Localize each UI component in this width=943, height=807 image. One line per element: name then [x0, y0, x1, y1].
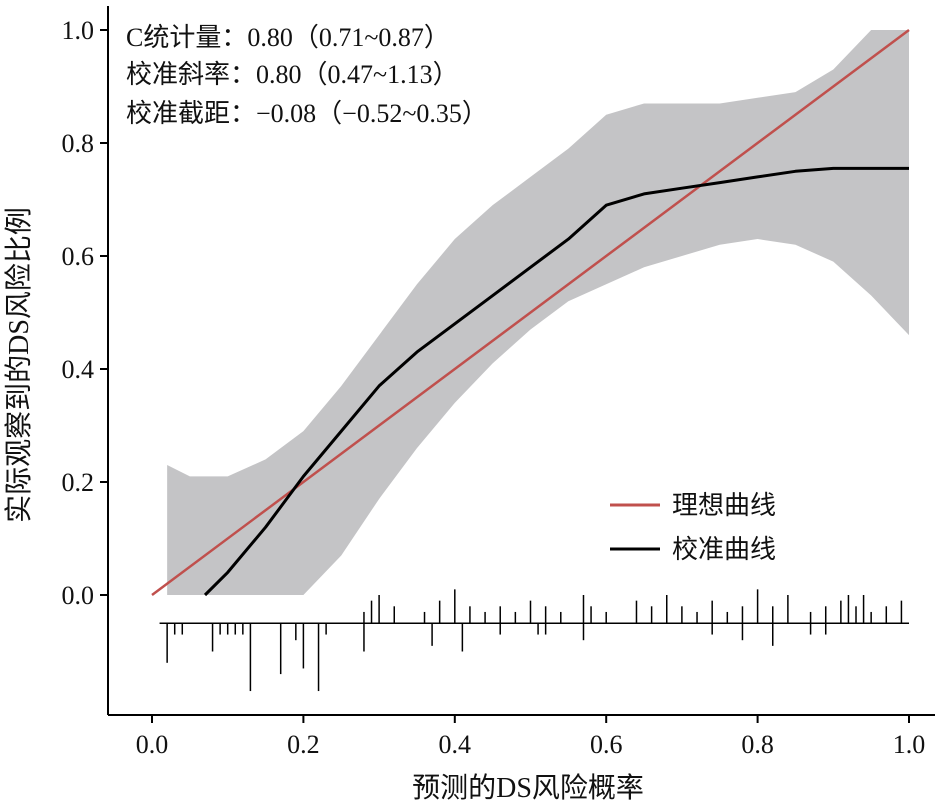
y-axis-label: 实际观察到的DS风险比例 [3, 207, 35, 523]
x-tick-label: 0.0 [136, 730, 169, 759]
legend: 理想曲线 校准曲线 [610, 491, 776, 564]
x-tick-label: 0.4 [439, 730, 472, 759]
y-tick-label: 0.2 [62, 468, 95, 497]
x-tick-label: 0.8 [741, 730, 774, 759]
x-tick-label: 1.0 [893, 730, 926, 759]
annotation-calibration-slope: 校准斜率：0.80（0.47~1.13） [126, 60, 459, 89]
confidence-band [167, 30, 909, 595]
x-tick-label: 0.2 [287, 730, 320, 759]
x-axis-label: 预测的DS风险概率 [412, 772, 644, 804]
calibration-curve [203, 166, 909, 597]
y-tick-label: 0.4 [62, 355, 95, 384]
rug-layer [159, 589, 909, 692]
x-tick-label: 0.6 [590, 730, 623, 759]
legend-label-ideal: 理想曲线 [672, 491, 776, 520]
legend-label-calibration: 校准曲线 [672, 535, 776, 564]
series-layer [151, 28, 910, 597]
ideal-line [151, 28, 910, 597]
y-tick-label: 1.0 [62, 16, 95, 45]
y-tick-label: 0.0 [62, 581, 95, 610]
annotation-calibration-intercept: 校准截距：−0.08（−0.52~0.35） [126, 99, 488, 128]
y-tick-label: 0.8 [62, 129, 95, 158]
annotation-c-statistic: C统计量：0.80（0.71~0.87） [126, 23, 450, 52]
axes-layer: 0.0 0.2 0.4 0.6 0.8 1.0 0.0 0.2 0.4 0.6 0.8 1.0 [62, 6, 935, 759]
y-tick-label: 0.6 [62, 242, 95, 271]
confidence-band-layer [167, 30, 909, 595]
